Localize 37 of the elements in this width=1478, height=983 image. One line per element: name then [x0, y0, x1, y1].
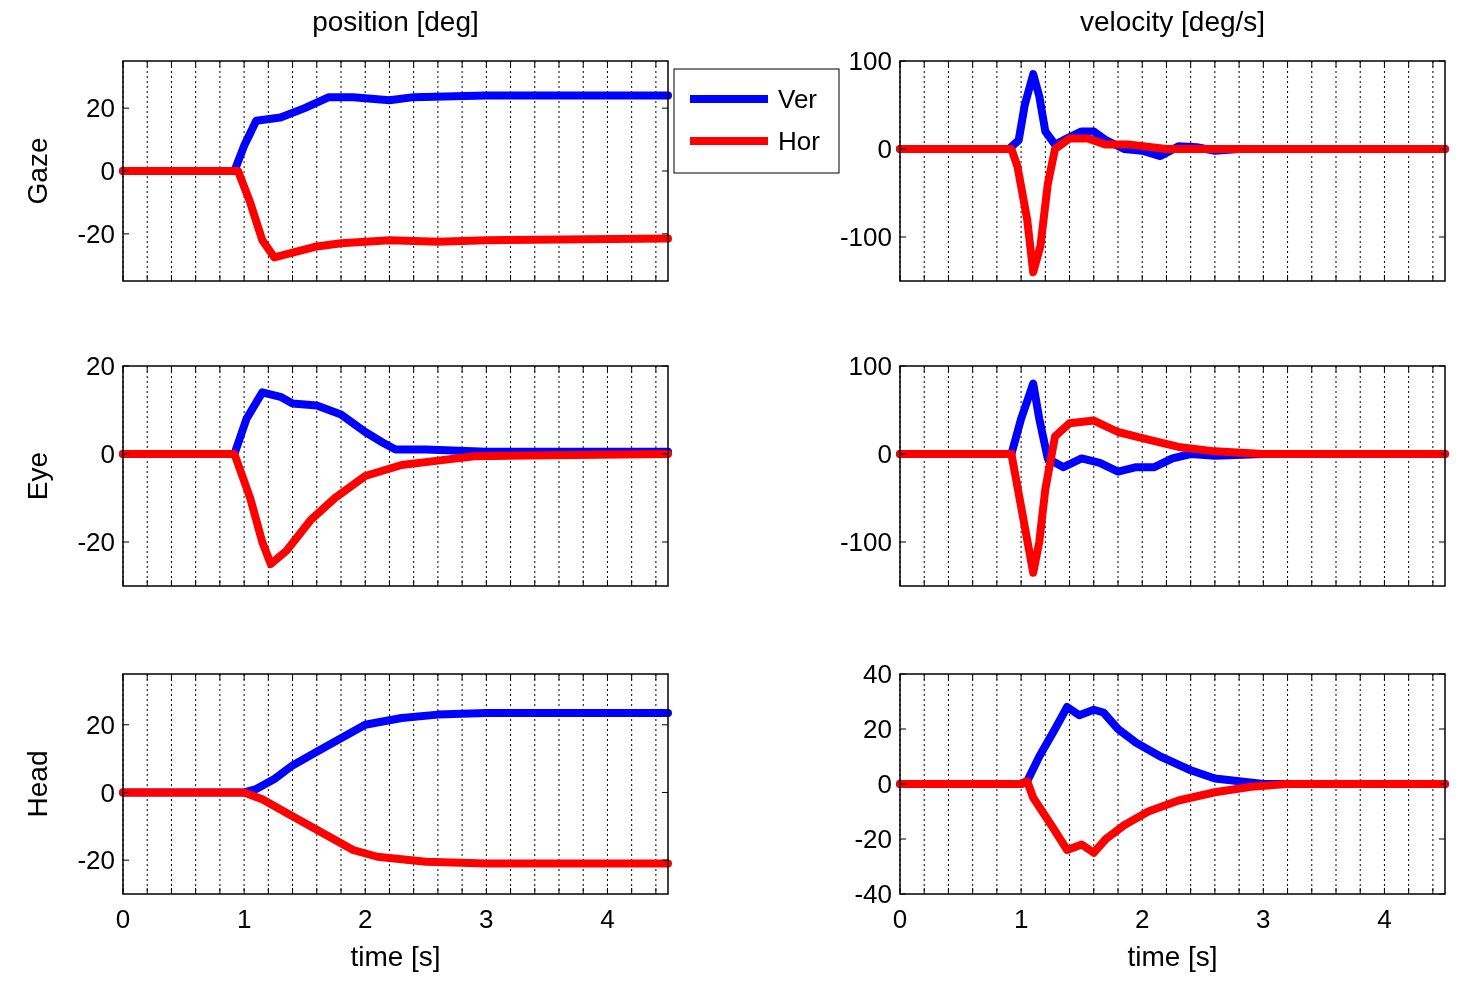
- y-tick-label: -40: [854, 879, 892, 910]
- x-tick-label: 3: [479, 904, 494, 934]
- y-tick-label: 100: [848, 46, 892, 77]
- chart-title: position [deg]: [312, 6, 479, 37]
- x-tick-label: 2: [357, 904, 373, 934]
- y-axis-title: Head: [22, 750, 53, 818]
- y-tick-label: 20: [86, 93, 115, 124]
- y-tick-label: -20: [77, 527, 115, 558]
- x-tick-label: 3: [1256, 904, 1271, 934]
- y-tick-label: 0: [877, 134, 892, 165]
- y-tick-label: 20: [863, 714, 892, 745]
- y-tick-label: 0: [100, 439, 115, 470]
- y-tick-label: 100: [848, 351, 892, 382]
- y-tick-label: -20: [77, 218, 115, 249]
- y-tick-label: -20: [854, 824, 892, 855]
- y-tick-label: 0: [100, 777, 115, 808]
- x-tick-label: 1: [236, 904, 252, 934]
- x-axis-title: time [s]: [350, 941, 441, 972]
- x-tick-label: 4: [600, 904, 615, 934]
- y-axis-title: Gaze: [22, 137, 53, 205]
- y-axis-title: Eye: [22, 451, 53, 501]
- y-tick-label: -100: [839, 527, 892, 558]
- x-tick-label: 4: [1377, 904, 1392, 934]
- legend-label: Hor: [778, 126, 821, 157]
- x-tick-label: 1: [1013, 904, 1029, 934]
- y-tick-label: 20: [86, 351, 115, 382]
- y-tick-label: 40: [863, 659, 892, 690]
- y-tick-label: -100: [839, 222, 892, 253]
- y-tick-label: 0: [100, 156, 115, 187]
- x-tick-label: 2: [1134, 904, 1150, 934]
- y-tick-label: 0: [877, 769, 892, 800]
- y-tick-label: -20: [77, 845, 115, 876]
- y-tick-label: 0: [877, 439, 892, 470]
- y-tick-label: 20: [86, 709, 115, 740]
- legend-label: Ver: [778, 84, 818, 115]
- x-axis-title: time [s]: [1127, 941, 1218, 972]
- chart-title: velocity [deg/s]: [1079, 6, 1266, 37]
